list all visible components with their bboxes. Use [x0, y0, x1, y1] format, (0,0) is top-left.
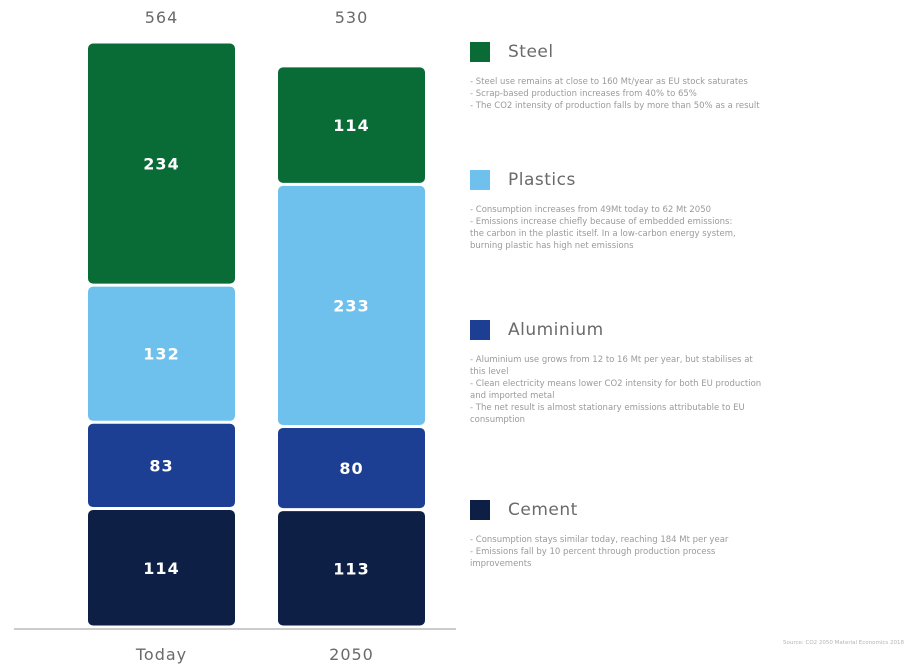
category-label-today: Today: [135, 645, 187, 664]
legend-title: Aluminium: [508, 320, 604, 340]
total-label-2050: 530: [335, 8, 369, 27]
data-label-plastics-2050: 233: [333, 296, 369, 315]
data-label-steel-today: 234: [143, 155, 179, 174]
legend-title: Cement: [508, 500, 578, 520]
legend-item-steel: Steel - Steel use remains at close to 16…: [470, 40, 900, 112]
cement-swatch-icon: [470, 500, 490, 520]
legend-description: - Consumption stays similar today, reach…: [470, 535, 729, 569]
data-label-cement-today: 114: [143, 559, 179, 578]
legend-item-aluminium: Aluminium - Aluminium use grows from 12 …: [470, 318, 900, 426]
legend-title: Steel: [508, 42, 554, 62]
steel-swatch-icon: [470, 42, 490, 62]
aluminium-swatch-icon: [470, 320, 490, 340]
bar-plastics-today: [88, 286, 235, 421]
legend-item-cement: Cement - Consumption stays similar today…: [470, 498, 900, 570]
data-label-aluminium-today: 83: [149, 456, 173, 475]
bar-cement-2050: [278, 511, 425, 626]
legend-description: - Steel use remains at close to 160 Mt/y…: [470, 77, 760, 111]
stacked-bar-chart: 114 83 132 234 564 Today 113 80 233 114 530 2050: [14, 8, 456, 664]
bar-steel-2050: [278, 67, 425, 183]
plastics-swatch-icon: [470, 170, 490, 190]
legend-description: - Consumption increases from 49Mt today …: [470, 205, 736, 251]
data-label-plastics-today: 132: [143, 345, 179, 364]
bar-cement-today: [88, 510, 235, 626]
source-note: Source: CO2 2050 Material Economics 2018: [783, 640, 904, 646]
legend-description: - Aluminium use grows from 12 to 16 Mt p…: [470, 355, 762, 425]
total-label-today: 564: [145, 8, 179, 27]
category-label-2050: 2050: [329, 645, 374, 664]
bar-aluminium-today: [88, 423, 235, 508]
data-label-aluminium-2050: 80: [339, 459, 363, 478]
data-label-steel-2050: 114: [333, 116, 369, 135]
legend-item-plastics: Plastics - Consumption increases from 49…: [470, 168, 900, 252]
legend-title: Plastics: [508, 170, 576, 190]
bar-aluminium-2050: [278, 427, 425, 509]
bar-plastics-2050: [278, 185, 425, 425]
data-label-cement-2050: 113: [333, 559, 369, 578]
bar-steel-today: [88, 43, 235, 284]
